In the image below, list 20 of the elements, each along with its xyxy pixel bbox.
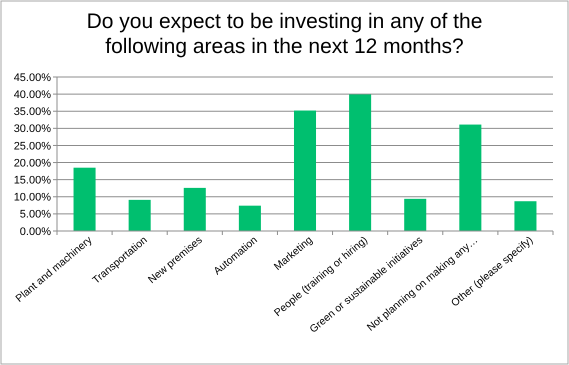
y-tick-label: 0.00% (20, 226, 52, 238)
y-tick-label: 40.00% (14, 88, 52, 101)
y-tick-label: 10.00% (14, 192, 52, 204)
chart-title: Do you expect to be investing in any of the following areas in the next 12 months? (86, 10, 482, 58)
bar (128, 200, 151, 231)
y-tick-label: 35.00% (14, 106, 52, 118)
bar (514, 201, 536, 231)
y-tick-label: 25.00% (14, 140, 52, 152)
y-tick-label: 15.00% (14, 174, 52, 187)
bar (349, 94, 372, 231)
bar (294, 110, 316, 231)
bar (404, 198, 426, 231)
y-tick-label: 45.00% (14, 72, 52, 84)
bar (74, 168, 96, 231)
y-tick-label: 5.00% (20, 208, 52, 221)
y-tick-label: 20.00% (14, 157, 52, 170)
y-tick-label: 30.00% (14, 123, 52, 136)
bar (459, 124, 482, 231)
bar (238, 206, 261, 231)
bar (184, 188, 206, 231)
